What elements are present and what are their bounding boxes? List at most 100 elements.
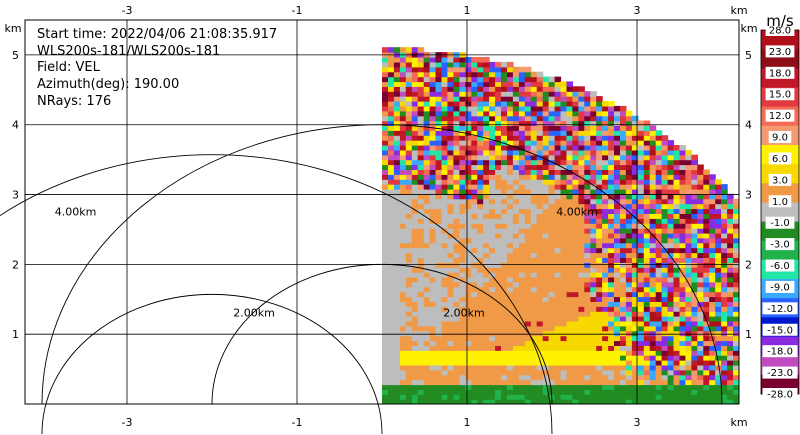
- velocity-cell: [596, 345, 603, 351]
- velocity-cell: [625, 208, 633, 214]
- velocity-cell: [667, 149, 675, 156]
- velocity-cell: [453, 125, 460, 131]
- velocity-cell: [477, 276, 484, 283]
- velocity-cell: [661, 257, 669, 263]
- velocity-cell: [518, 247, 526, 254]
- velocity-cell: [679, 394, 687, 400]
- velocity-cell: [542, 257, 550, 263]
- velocity-cell: [399, 71, 407, 78]
- velocity-cell: [405, 61, 413, 68]
- velocity-cell: [399, 61, 407, 68]
- velocity-cell: [453, 66, 460, 73]
- colorbar-label-box: [765, 280, 795, 293]
- velocity-cell: [483, 228, 490, 234]
- velocity-cell: [572, 120, 579, 126]
- velocity-cell: [447, 296, 454, 302]
- velocity-cell: [590, 120, 597, 126]
- velocity-cell: [608, 101, 615, 107]
- velocity-cell: [655, 330, 663, 337]
- velocity-cell: [501, 316, 508, 322]
- velocity-cell: [727, 257, 734, 263]
- velocity-cell: [483, 320, 490, 327]
- velocity-cell: [620, 223, 627, 229]
- velocity-cell: [542, 76, 550, 83]
- velocity-cell: [637, 286, 645, 293]
- velocity-cell: [477, 306, 484, 312]
- velocity-cell: [447, 193, 454, 200]
- velocity-cell: [590, 125, 597, 131]
- velocity-cell: [679, 335, 687, 342]
- velocity-cell: [727, 350, 734, 356]
- velocity-cell: [697, 389, 704, 395]
- velocity-cell: [393, 135, 401, 141]
- velocity-cell: [388, 47, 395, 53]
- velocity-cell: [465, 66, 472, 73]
- velocity-cell: [489, 154, 496, 161]
- velocity-cell: [453, 340, 460, 346]
- velocity-cell: [382, 379, 389, 386]
- colorbar-label: 12.0: [765, 109, 795, 122]
- velocity-cell: [590, 335, 597, 342]
- velocity-cell: [512, 115, 520, 122]
- velocity-cell: [388, 257, 395, 263]
- velocity-cell: [560, 228, 568, 234]
- velocity-cell: [602, 379, 609, 386]
- velocity-cell: [625, 193, 633, 200]
- velocity-cell: [453, 135, 460, 141]
- velocity-cell: [524, 325, 532, 332]
- velocity-cell: [751, 341, 758, 347]
- velocity-cell: [382, 360, 389, 366]
- velocity-cell: [679, 242, 687, 249]
- velocity-cell: [602, 110, 609, 117]
- velocity-cell: [447, 311, 454, 317]
- velocity-cell: [572, 164, 579, 170]
- velocity-cell: [566, 130, 574, 136]
- velocity-cell: [649, 267, 657, 273]
- velocity-cell: [596, 330, 603, 337]
- velocity-cell: [584, 218, 591, 224]
- velocity-cell: [495, 345, 502, 351]
- velocity-cell: [584, 159, 591, 166]
- velocity-cell: [578, 345, 585, 351]
- velocity-cell: [608, 301, 615, 307]
- velocity-cell: [530, 179, 538, 185]
- velocity-cell: [536, 272, 544, 278]
- velocity-cell: [548, 81, 556, 87]
- velocity-cell: [596, 105, 603, 112]
- velocity-cell: [542, 159, 550, 166]
- velocity-cell: [721, 355, 728, 361]
- velocity-cell: [566, 364, 574, 371]
- velocity-cell: [661, 374, 669, 381]
- velocity-cell: [614, 149, 621, 156]
- velocity-cell: [382, 71, 389, 78]
- velocity-cell: [721, 389, 728, 395]
- velocity-cell: [518, 105, 526, 112]
- velocity-cell: [655, 384, 663, 390]
- velocity-cell: [703, 276, 710, 283]
- velocity-cell: [388, 120, 395, 126]
- velocity-cell: [453, 115, 460, 122]
- velocity-cell: [697, 223, 704, 229]
- velocity-cell: [721, 228, 728, 234]
- velocity-cell: [614, 335, 621, 342]
- velocity-cell: [643, 228, 651, 234]
- velocity-cell: [388, 184, 395, 190]
- velocity-cell: [578, 223, 585, 229]
- colorbar-label: -3.0: [765, 238, 795, 251]
- velocity-cell: [733, 208, 739, 214]
- velocity-cell: [465, 149, 472, 156]
- velocity-cell: [536, 311, 544, 317]
- velocity-cell: [643, 335, 651, 342]
- velocity-cell: [625, 345, 633, 351]
- velocity-cell: [661, 301, 669, 307]
- velocity-cell: [566, 281, 574, 288]
- velocity-cell: [429, 242, 437, 249]
- velocity-cell: [625, 286, 633, 293]
- velocity-cell: [399, 154, 407, 161]
- velocity-cell: [429, 135, 437, 141]
- velocity-cell: [417, 345, 425, 351]
- velocity-cell: [483, 345, 490, 351]
- velocity-cell: [637, 272, 645, 278]
- velocity-cell: [459, 57, 466, 63]
- velocity-cell: [602, 316, 609, 322]
